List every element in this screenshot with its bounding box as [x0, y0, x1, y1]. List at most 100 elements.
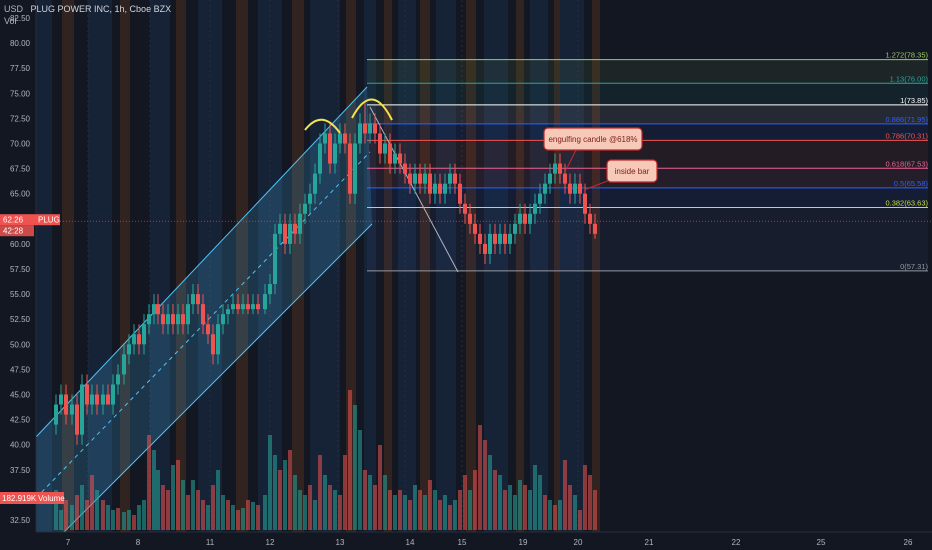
- candle-body[interactable]: [211, 334, 215, 355]
- candle-body[interactable]: [323, 133, 327, 144]
- candle-body[interactable]: [493, 233, 497, 244]
- volume-value-tag[interactable]: [0, 492, 64, 504]
- candle-body[interactable]: [181, 314, 185, 325]
- candle-body[interactable]: [388, 143, 392, 164]
- candle-body[interactable]: [59, 394, 63, 405]
- candle-body[interactable]: [90, 394, 94, 405]
- engulfing-callout[interactable]: [543, 127, 643, 151]
- candle-body[interactable]: [308, 193, 312, 204]
- candle-body[interactable]: [328, 133, 332, 164]
- candle-body[interactable]: [263, 294, 267, 310]
- candle-body[interactable]: [573, 183, 577, 194]
- candle-body[interactable]: [468, 213, 472, 224]
- candle-body[interactable]: [191, 294, 195, 305]
- candle-body[interactable]: [453, 173, 457, 184]
- candle-body[interactable]: [95, 394, 99, 405]
- channel-upper-line[interactable]: [35, 86, 368, 438]
- candle-body[interactable]: [226, 309, 230, 315]
- candle-body[interactable]: [221, 314, 225, 325]
- candle-body[interactable]: [558, 163, 562, 174]
- candle-body[interactable]: [298, 213, 302, 234]
- candle-body[interactable]: [127, 344, 131, 355]
- candle-body[interactable]: [303, 203, 307, 214]
- candle-body[interactable]: [283, 223, 287, 244]
- candle-body[interactable]: [398, 153, 402, 164]
- candle-body[interactable]: [166, 314, 170, 325]
- candle-body[interactable]: [378, 133, 382, 154]
- candle-body[interactable]: [383, 143, 387, 154]
- candle-body[interactable]: [353, 143, 357, 194]
- candle-body[interactable]: [161, 314, 165, 325]
- candle-body[interactable]: [358, 123, 362, 144]
- candle-body[interactable]: [593, 223, 597, 234]
- candle-body[interactable]: [333, 143, 337, 164]
- candle-body[interactable]: [373, 123, 377, 134]
- candle-body[interactable]: [433, 183, 437, 194]
- candle-body[interactable]: [318, 143, 322, 174]
- candle-body[interactable]: [152, 304, 156, 315]
- candle-body[interactable]: [393, 153, 397, 164]
- last-price-tag[interactable]: [0, 214, 60, 226]
- candle-body[interactable]: [293, 223, 297, 234]
- candle-body[interactable]: [528, 213, 532, 224]
- candle-body[interactable]: [413, 173, 417, 184]
- candle-body[interactable]: [64, 394, 68, 415]
- candle-body[interactable]: [101, 394, 105, 405]
- candle-body[interactable]: [132, 334, 136, 345]
- candle-body[interactable]: [428, 173, 432, 194]
- candle-body[interactable]: [568, 183, 572, 194]
- candle-body[interactable]: [533, 203, 537, 214]
- candle-body[interactable]: [483, 243, 487, 254]
- candle-body[interactable]: [231, 304, 235, 310]
- candle-body[interactable]: [408, 173, 412, 184]
- candle-body[interactable]: [478, 233, 482, 244]
- candle-body[interactable]: [111, 384, 115, 405]
- candle-body[interactable]: [463, 203, 467, 214]
- candle-body[interactable]: [523, 213, 527, 224]
- symbol-title[interactable]: PLUG POWER INC, 1h, Cboe BZX: [30, 4, 172, 14]
- candle-body[interactable]: [543, 183, 547, 194]
- candle-body[interactable]: [563, 173, 567, 184]
- candle-body[interactable]: [70, 404, 74, 415]
- candle-body[interactable]: [216, 324, 220, 355]
- candle-body[interactable]: [268, 284, 272, 295]
- candle-body[interactable]: [106, 394, 110, 405]
- candle-body[interactable]: [116, 374, 120, 385]
- volume-indicator-label[interactable]: Vol: [4, 16, 17, 26]
- candle-body[interactable]: [147, 314, 151, 325]
- candle-body[interactable]: [583, 193, 587, 214]
- candle-body[interactable]: [54, 404, 58, 425]
- candle-body[interactable]: [176, 314, 180, 325]
- candle-body[interactable]: [578, 183, 582, 194]
- inside-bar-callout[interactable]: [606, 159, 658, 183]
- candle-body[interactable]: [80, 384, 84, 435]
- candle-body[interactable]: [508, 233, 512, 244]
- candle-body[interactable]: [348, 143, 352, 194]
- candle-body[interactable]: [122, 354, 126, 375]
- candle-body[interactable]: [196, 294, 200, 305]
- candle-body[interactable]: [85, 384, 89, 405]
- candle-body[interactable]: [251, 304, 255, 310]
- candle-body[interactable]: [423, 173, 427, 184]
- head-arc-right[interactable]: [351, 98, 393, 121]
- candle-body[interactable]: [241, 304, 245, 310]
- candle-body[interactable]: [246, 304, 250, 310]
- candle-body[interactable]: [156, 304, 160, 315]
- candle-body[interactable]: [206, 324, 210, 335]
- candle-body[interactable]: [403, 163, 407, 174]
- candle-body[interactable]: [75, 404, 79, 435]
- candle-body[interactable]: [473, 223, 477, 234]
- candle-body[interactable]: [142, 324, 146, 345]
- candle-body[interactable]: [588, 213, 592, 224]
- candle-body[interactable]: [438, 183, 442, 194]
- candle-body[interactable]: [236, 304, 240, 310]
- candle-body[interactable]: [137, 334, 141, 345]
- candle-body[interactable]: [171, 314, 175, 325]
- candle-body[interactable]: [513, 223, 517, 234]
- candle-body[interactable]: [443, 183, 447, 194]
- candle-body[interactable]: [418, 173, 422, 184]
- candle-body[interactable]: [548, 173, 552, 184]
- candle-body[interactable]: [343, 133, 347, 144]
- candle-body[interactable]: [288, 223, 292, 244]
